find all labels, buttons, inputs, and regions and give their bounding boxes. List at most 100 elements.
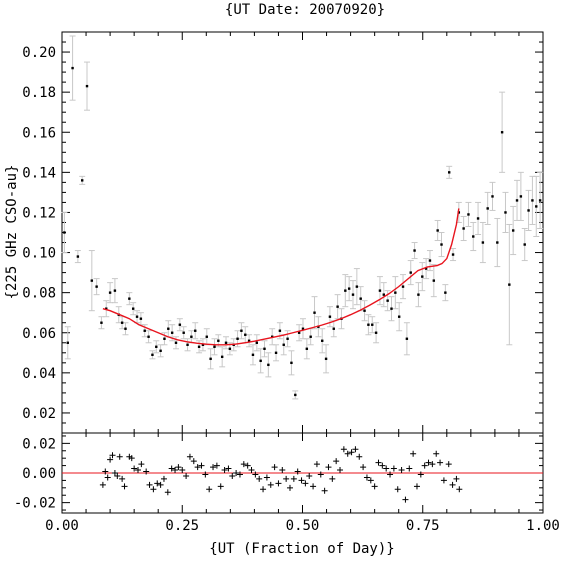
data-point bbox=[95, 285, 98, 288]
data-point bbox=[324, 357, 328, 361]
data-point bbox=[259, 359, 262, 363]
data-point bbox=[244, 333, 247, 336]
data-point bbox=[66, 341, 69, 344]
residual-point bbox=[186, 453, 193, 460]
x-tick-labels: 0.00 0.25 0.50 0.75 1.00 bbox=[45, 518, 560, 534]
data-point bbox=[305, 347, 309, 350]
residual-point bbox=[310, 483, 317, 490]
y-tick-label: 0.02 bbox=[22, 406, 56, 422]
residual-point bbox=[206, 486, 213, 493]
residual-point bbox=[260, 486, 267, 493]
residual-point bbox=[306, 472, 313, 479]
x-tick-label: 0.00 bbox=[45, 518, 79, 534]
data-point bbox=[440, 243, 443, 246]
residual-point bbox=[225, 465, 232, 472]
data-point bbox=[120, 321, 124, 324]
residual-point bbox=[329, 475, 336, 482]
data-point bbox=[159, 349, 162, 352]
residual-point bbox=[202, 471, 209, 478]
data-point bbox=[355, 285, 359, 288]
residual-point bbox=[143, 468, 150, 475]
data-point bbox=[131, 307, 135, 310]
residual-point bbox=[263, 474, 270, 481]
residual-point bbox=[252, 471, 259, 478]
data-point bbox=[174, 341, 178, 344]
data-point bbox=[367, 323, 370, 326]
data-point bbox=[100, 321, 103, 324]
data-point bbox=[421, 275, 424, 278]
data-point bbox=[519, 195, 523, 198]
data-point bbox=[143, 329, 146, 332]
data-point bbox=[451, 253, 455, 256]
x-tick-label: 0.75 bbox=[406, 518, 440, 534]
data-point bbox=[63, 231, 66, 234]
data-point bbox=[301, 327, 305, 330]
residual-point bbox=[138, 461, 145, 468]
data-point bbox=[201, 343, 205, 346]
data-point bbox=[294, 393, 297, 397]
data-point bbox=[274, 351, 278, 354]
residual-point bbox=[437, 459, 444, 466]
data-point bbox=[170, 331, 174, 334]
data-point bbox=[535, 205, 538, 208]
data-point bbox=[491, 195, 494, 198]
data-point bbox=[105, 307, 108, 310]
data-point bbox=[417, 293, 420, 296]
x-axis-label: {UT (Fraction of Day)} bbox=[209, 541, 394, 557]
data-point bbox=[194, 329, 197, 332]
residual-point bbox=[164, 489, 171, 496]
data-point bbox=[217, 339, 220, 342]
data-point bbox=[228, 347, 232, 350]
data-point bbox=[496, 241, 499, 244]
residual-point bbox=[394, 486, 401, 493]
data-point bbox=[531, 199, 534, 202]
residual-point bbox=[128, 455, 135, 462]
residual-point bbox=[210, 464, 217, 471]
data-point bbox=[472, 235, 475, 238]
data-point bbox=[428, 259, 432, 262]
residual-point bbox=[168, 465, 175, 472]
data-point bbox=[523, 243, 526, 246]
data-point bbox=[224, 341, 228, 344]
data-point bbox=[155, 345, 158, 348]
residual-point bbox=[283, 475, 290, 482]
data-point bbox=[182, 331, 185, 334]
residual-point bbox=[131, 465, 138, 472]
residual-point bbox=[371, 483, 378, 490]
data-point bbox=[113, 289, 117, 292]
data-point bbox=[538, 199, 542, 202]
data-point bbox=[511, 229, 515, 232]
residual-point bbox=[121, 483, 128, 490]
data-point bbox=[108, 291, 112, 294]
residual-point bbox=[425, 459, 432, 466]
residual-point bbox=[398, 467, 405, 474]
residual-point bbox=[160, 475, 167, 482]
residual-point bbox=[109, 452, 116, 459]
data-point bbox=[390, 307, 393, 310]
residual-point bbox=[340, 446, 347, 453]
data-point bbox=[344, 289, 347, 292]
residual-point bbox=[421, 462, 428, 469]
residual-point bbox=[356, 453, 363, 460]
data-point bbox=[290, 361, 293, 365]
residual-point bbox=[367, 477, 374, 484]
residual-point bbox=[325, 464, 332, 471]
data-point bbox=[386, 299, 389, 302]
data-point bbox=[197, 345, 201, 348]
data-point bbox=[128, 297, 131, 300]
data-point bbox=[436, 229, 439, 232]
residual-point bbox=[244, 462, 251, 469]
data-point bbox=[462, 227, 465, 230]
residual-point bbox=[360, 464, 367, 471]
data-point bbox=[394, 291, 397, 294]
data-point bbox=[476, 217, 480, 220]
residual-layer bbox=[99, 446, 463, 503]
data-point bbox=[504, 211, 507, 214]
data-point bbox=[432, 279, 436, 282]
y-tick-label: 0.04 bbox=[22, 366, 56, 382]
data-point bbox=[397, 315, 401, 318]
data-point bbox=[424, 267, 428, 270]
residual-point bbox=[275, 480, 282, 487]
residual-point bbox=[248, 467, 255, 474]
